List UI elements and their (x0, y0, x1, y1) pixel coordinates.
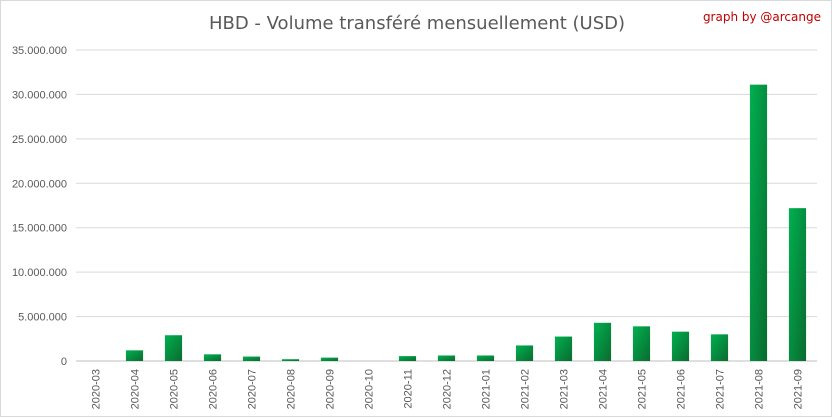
bar-2021-04 (593, 322, 612, 361)
bar-2020-05 (164, 335, 183, 361)
y-tick-label: 25.000.000 (12, 134, 67, 146)
bar-2021-09 (788, 208, 807, 361)
bar-2021-06 (671, 331, 690, 361)
bar-2021-03 (554, 336, 573, 361)
x-tick-label: 2020-07 (247, 369, 259, 409)
x-tick-label: 2020-05 (169, 369, 181, 409)
y-tick-label: 0 (61, 356, 67, 368)
bar-2020-06 (203, 354, 222, 361)
bar-2020-08 (281, 359, 300, 361)
gridlines (76, 49, 817, 362)
x-tick-label: 2020-03 (91, 369, 103, 409)
x-tick-label: 2020-11 (403, 369, 415, 409)
x-tick-label: 2021-03 (559, 369, 571, 409)
x-tick-label: 2021-08 (754, 369, 766, 409)
y-tick-label: 5.000.000 (18, 312, 67, 324)
chart-title: HBD - Volume transféré mensuellement (US… (208, 13, 626, 34)
bar-2020-04 (125, 350, 144, 361)
bars (125, 84, 807, 361)
y-tick-label: 20.000.000 (12, 178, 67, 190)
x-tick-label: 2020-12 (442, 369, 454, 409)
x-tick-label: 2020-06 (208, 369, 220, 409)
bar-2021-05 (632, 326, 651, 361)
y-tick-label: 15.000.000 (12, 223, 67, 235)
y-axis-ticks: 0 5.000.000 10.000.000 15.000.000 20.000.000… (12, 45, 67, 368)
chart-credit: graph by @arcange (702, 10, 821, 24)
x-tick-label: 2021-07 (715, 369, 727, 409)
y-tick-label: 35.000.000 (12, 45, 67, 57)
x-tick-label: 2021-01 (481, 369, 493, 409)
y-tick-label: 30.000.000 (12, 89, 67, 101)
x-tick-label: 2021-02 (520, 369, 532, 409)
x-tick-label: 2021-04 (598, 369, 610, 409)
x-tick-label: 2020-10 (364, 369, 376, 409)
x-tick-label: 2021-06 (676, 369, 688, 409)
x-tick-label: 2020-04 (130, 369, 142, 409)
bar-2020-12 (437, 355, 456, 361)
bar-2021-07 (710, 334, 729, 361)
bar-2020-09 (320, 357, 339, 361)
x-axis-ticks: 2020-03 2020-04 2020-05 2020-06 2020-07 2020-… (91, 369, 805, 409)
x-tick-label: 2021-09 (793, 369, 805, 409)
x-tick-label: 2020-08 (286, 369, 298, 409)
bar-2021-02 (515, 345, 534, 361)
y-tick-label: 10.000.000 (12, 267, 67, 279)
bar-2021-01 (476, 355, 495, 361)
bar-2020-11 (398, 356, 417, 361)
bar-2020-07 (242, 356, 261, 361)
x-tick-label: 2021-05 (637, 369, 649, 409)
x-tick-label: 2020-09 (325, 369, 337, 409)
bar-2021-08 (749, 84, 768, 361)
